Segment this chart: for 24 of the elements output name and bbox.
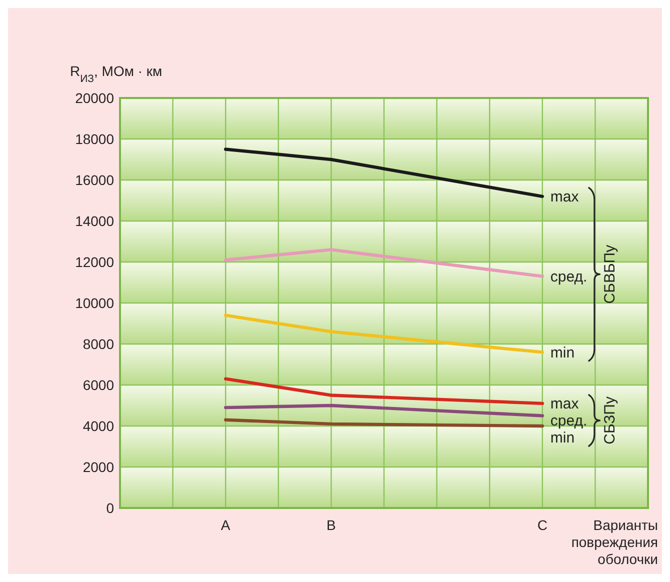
y-tick-label: 6000 [82,376,114,393]
series-label: max [550,188,580,206]
x-tick-label: B [326,517,336,533]
annotation: СБЗПу [601,396,618,444]
y-tick-label: 4000 [82,418,114,434]
y-tick-label: 20000 [75,90,114,106]
x-tick-label: A [220,517,231,533]
y-tick-label: 16000 [75,172,114,188]
y-tick-label: 8000 [82,336,114,352]
series-label: сред. [550,268,588,286]
series-label: сред. [550,412,588,430]
series-label: min [550,430,575,447]
x-axis-title: Варианты повреждения оболочки [571,517,658,567]
x-tick-label: C [537,517,548,533]
annotation: СБВБПу [601,244,618,304]
y-tick-label: 10000 [75,294,114,311]
y-tick-label: 0 [106,500,114,516]
y-tick-label: 12000 [75,254,114,270]
y-tick-label: 18000 [75,130,114,147]
y-tick-label: 2000 [82,458,114,475]
series-label: max [550,396,580,413]
y-axis-title: R$_{ИЗ}$, МОм · км [70,63,162,85]
y-tick-label: 14000 [75,212,114,229]
series-label: min [550,344,575,362]
